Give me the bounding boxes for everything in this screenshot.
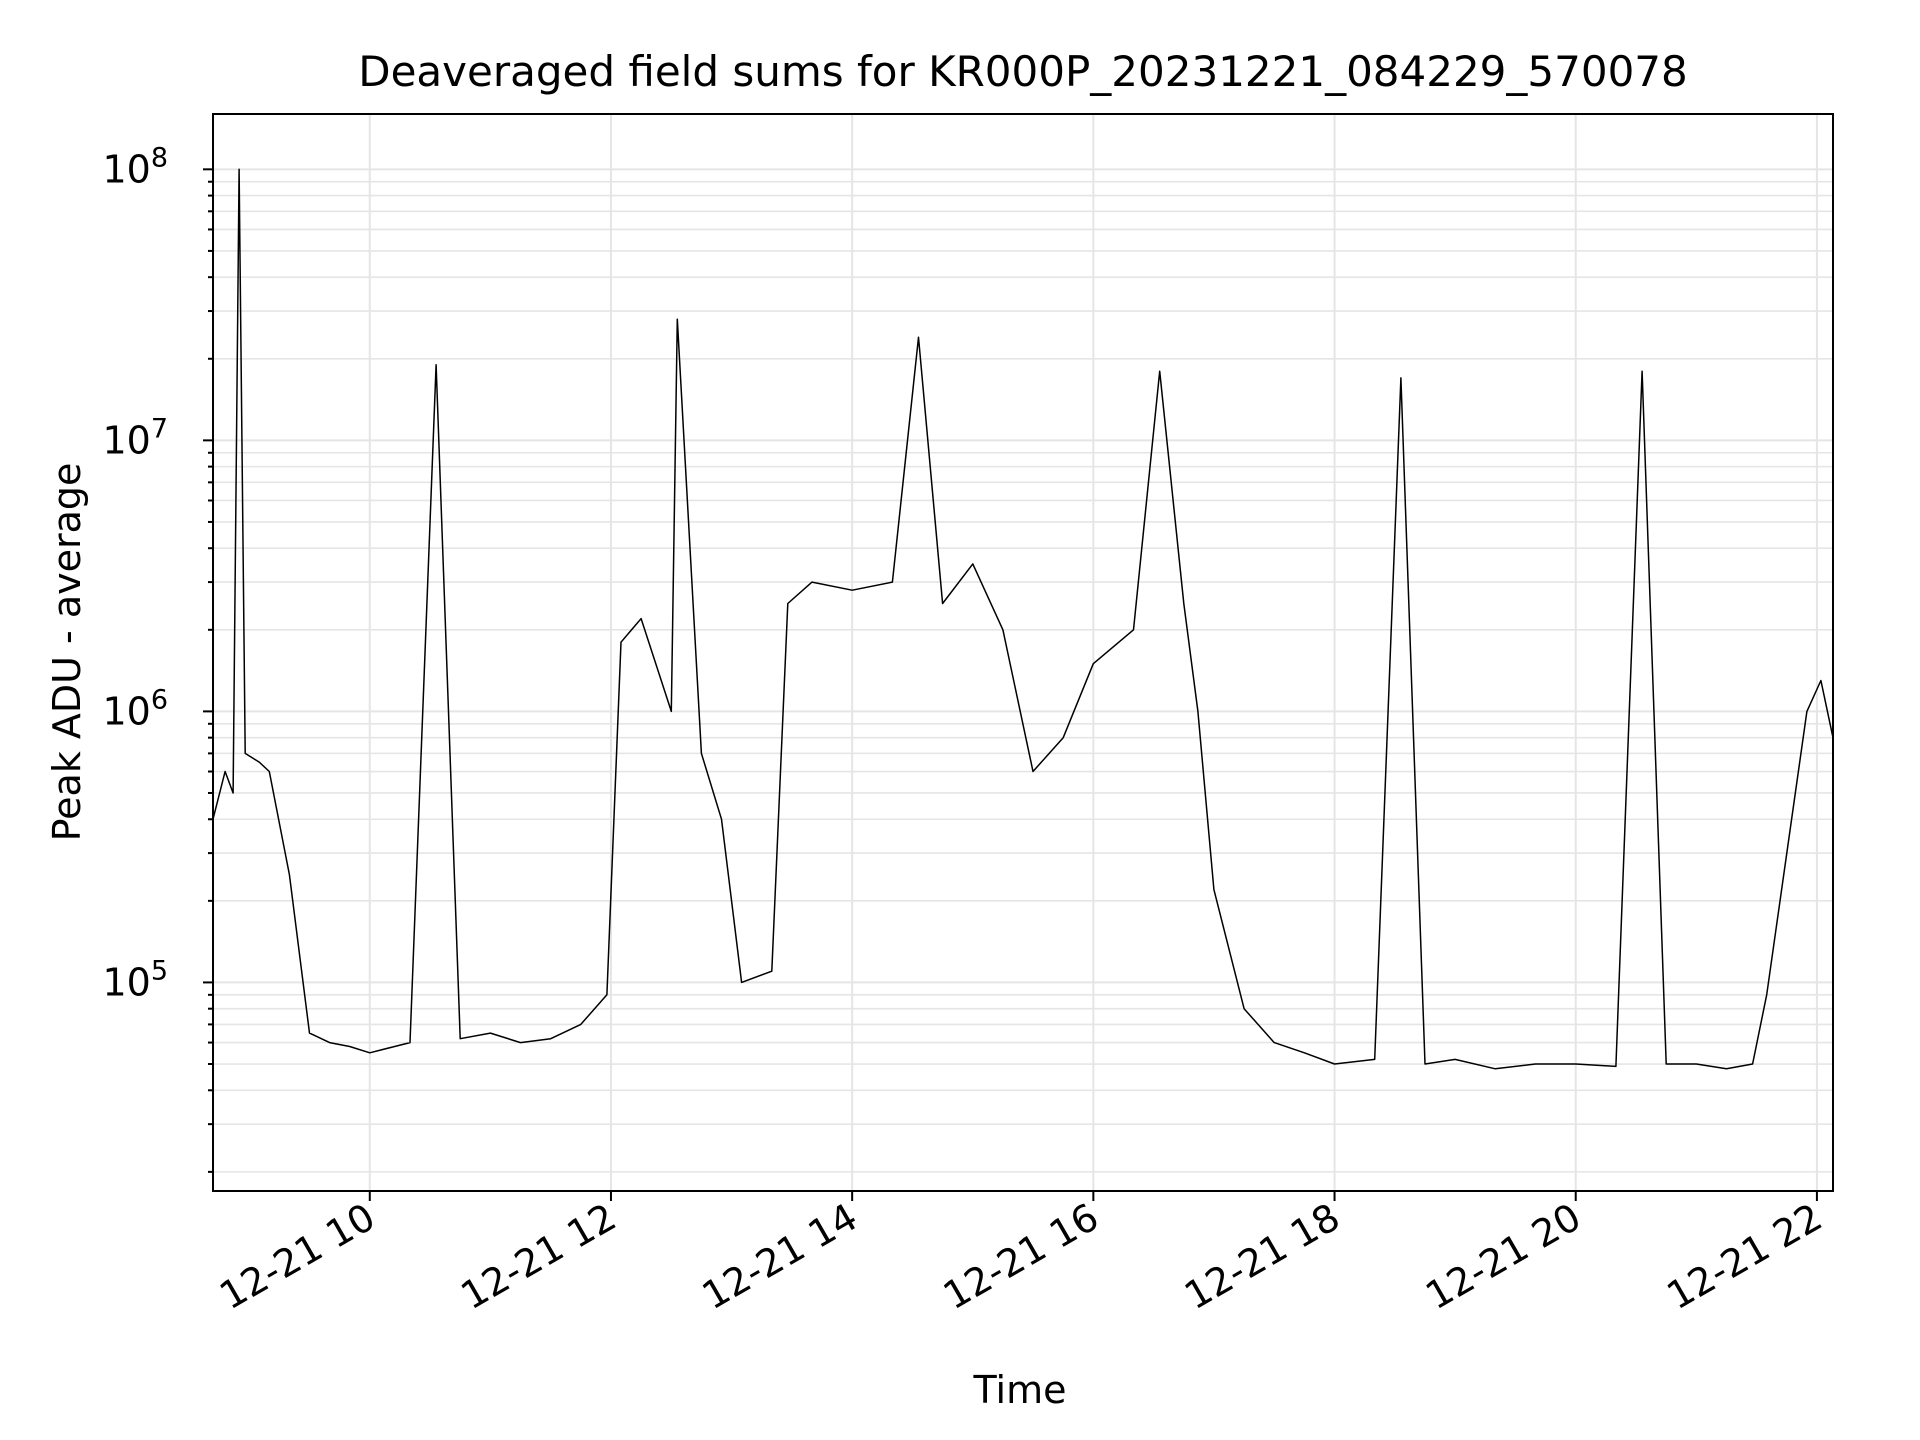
y-tick-label: 106 <box>102 684 168 733</box>
x-tick-label: 12-21 18 <box>1177 1195 1347 1319</box>
y-axis-label: Peak ADU - average <box>45 463 89 842</box>
x-tick-label: 12-21 10 <box>212 1195 382 1319</box>
series-group <box>212 168 1834 1070</box>
x-tick-label: 12-21 14 <box>695 1195 865 1319</box>
y-axis: 105 106 107 108 <box>102 142 213 1173</box>
y-tick-label: 108 <box>102 142 168 191</box>
chart-title: Deaveraged field sums for KR000P_2023122… <box>358 47 1688 96</box>
series-line <box>212 168 1834 1070</box>
x-tick-label: 12-21 12 <box>453 1195 623 1319</box>
x-tick-label: 12-21 22 <box>1659 1195 1829 1319</box>
x-tick-label: 12-21 20 <box>1418 1195 1588 1319</box>
x-axis: 12-21 10 12-21 12 12-21 14 12-21 16 12-21 18… <box>212 1191 1829 1318</box>
y-tick-label: 105 <box>102 955 168 1004</box>
y-tick-label: 107 <box>102 413 168 462</box>
plot-frame <box>212 113 1834 1192</box>
x-axis-label: Time <box>973 1368 1067 1412</box>
x-tick-label: 12-21 16 <box>936 1195 1106 1319</box>
grid <box>213 114 1833 1191</box>
